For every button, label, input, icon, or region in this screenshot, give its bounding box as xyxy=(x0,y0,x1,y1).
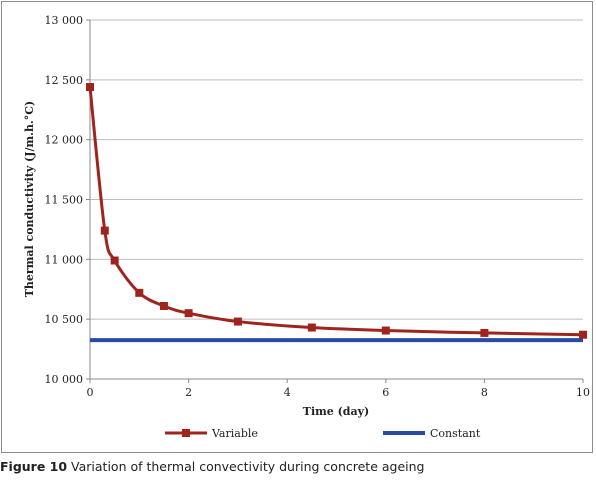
x-axis-title: Time (day) xyxy=(303,405,369,418)
series-line-variable xyxy=(88,86,584,337)
legend: Variable Constant xyxy=(165,427,481,440)
y-axis-title: Thermal conductivity (J/m.h.°C) xyxy=(23,101,36,298)
data-point-variable-3 xyxy=(135,288,144,297)
x-tick-label-5: 10 xyxy=(576,386,590,399)
data-point-variable-0 xyxy=(86,83,94,92)
figure-label: Figure 10 xyxy=(0,459,68,474)
data-point-variable-10 xyxy=(579,330,587,339)
series-markers xyxy=(86,83,587,339)
figure-caption-text: Variation of thermal convectivity during… xyxy=(67,459,425,474)
x-tick-label-2: 4 xyxy=(284,386,291,399)
y-tick-label-6: 13 000 xyxy=(45,14,84,27)
legend-marker-variable xyxy=(182,429,190,437)
x-tick-labels: 0 2 4 6 8 10 xyxy=(87,386,591,399)
data-point-variable-7 xyxy=(307,323,316,332)
data-point-variable-8 xyxy=(381,326,390,335)
data-point-variable-6 xyxy=(233,317,242,326)
y-tick-label-5: 12 500 xyxy=(45,74,84,87)
y-tick-label-4: 12 000 xyxy=(45,134,84,147)
y-tick-label-1: 10 500 xyxy=(45,313,84,326)
legend-item-constant: Constant xyxy=(383,427,481,440)
legend-label-variable: Variable xyxy=(211,427,258,440)
x-tick-label-4: 8 xyxy=(481,386,488,399)
x-tick-label-3: 6 xyxy=(382,386,389,399)
data-point-variable-9 xyxy=(480,328,489,337)
y-tick-labels: 10 000 10 500 11 000 11 500 12 000 12 500 13 0… xyxy=(45,14,84,386)
figure-caption: Figure 10 Variation of thermal convectiv… xyxy=(0,459,596,474)
data-point-variable-1 xyxy=(100,226,109,235)
legend-label-constant: Constant xyxy=(430,427,481,440)
data-point-variable-2 xyxy=(110,256,119,265)
y-tick-label-2: 11 000 xyxy=(45,253,84,266)
chart-frame: 10 000 10 500 11 000 11 500 12 000 12 500 13 0… xyxy=(1,1,593,453)
x-tick-label-0: 0 xyxy=(87,386,94,399)
data-point-variable-4 xyxy=(159,302,168,311)
gridlines xyxy=(90,19,583,320)
axes xyxy=(86,19,584,383)
line-chart: 10 000 10 500 11 000 11 500 12 000 12 500 13 0… xyxy=(23,14,591,440)
y-tick-label-3: 11 500 xyxy=(45,194,84,207)
legend-item-variable: Variable xyxy=(165,427,258,440)
y-tick-label-0: 10 000 xyxy=(45,373,84,386)
x-tick-label-1: 2 xyxy=(185,386,192,399)
data-point-variable-5 xyxy=(184,309,193,318)
